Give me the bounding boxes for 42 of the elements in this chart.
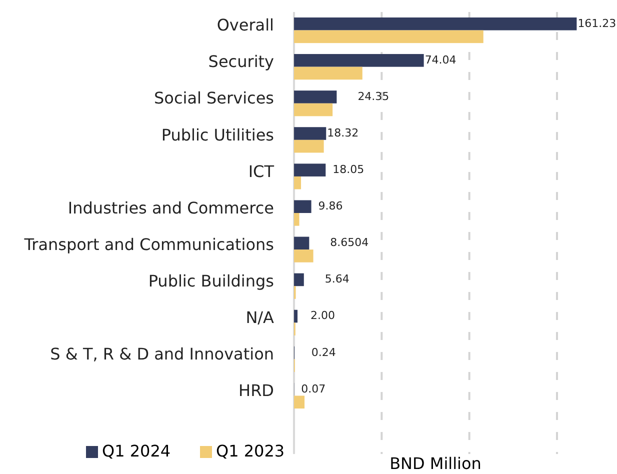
data-label: 9.86 — [318, 200, 343, 213]
y-tick-label: Social Services — [154, 88, 274, 108]
bar — [294, 213, 300, 226]
bar — [294, 127, 326, 140]
bar — [294, 176, 302, 190]
bar — [294, 396, 305, 409]
legend-label: Q1 2024 — [102, 441, 171, 460]
y-tick-label: Security — [208, 52, 274, 72]
data-label: 18.32 — [327, 126, 359, 140]
bar — [294, 30, 484, 44]
y-tick-label: HRD — [238, 381, 274, 400]
bar — [294, 273, 304, 286]
bar — [294, 310, 298, 323]
bar — [294, 200, 312, 213]
data-label: 8.6504 — [330, 236, 369, 250]
y-tick-label: Public Buildings — [148, 271, 274, 290]
bar — [294, 17, 577, 30]
bar — [294, 140, 324, 153]
legend-label: Q1 2023 — [216, 441, 285, 460]
y-tick-label: ICT — [248, 162, 274, 181]
y-tick-label: S & T, R & D and Innovation — [50, 344, 274, 364]
data-label: 161.23 — [578, 16, 616, 30]
data-label: 5.64 — [324, 272, 350, 286]
data-label: 0.24 — [311, 346, 336, 359]
data-label: 74.04 — [424, 53, 456, 66]
x-axis-title: BND Million — [390, 454, 482, 473]
bar — [294, 250, 314, 262]
bar — [294, 66, 362, 80]
y-tick-label: Overall — [216, 16, 274, 35]
y-tick-label: Transport and Communications — [23, 234, 274, 254]
bar — [294, 236, 310, 250]
bar — [294, 103, 333, 116]
data-label: 24.35 — [358, 90, 390, 103]
y-tick-label: Industries and Commerce — [68, 198, 274, 218]
data-label: 2.00 — [310, 309, 336, 322]
data-label: 0.07 — [301, 382, 326, 396]
bar — [294, 90, 337, 104]
data-label: 18.05 — [332, 163, 364, 176]
bar — [294, 164, 326, 176]
y-tick-label: N/A — [246, 308, 274, 328]
bar — [294, 54, 424, 67]
y-tick-label: Public Utilities — [161, 125, 274, 144]
